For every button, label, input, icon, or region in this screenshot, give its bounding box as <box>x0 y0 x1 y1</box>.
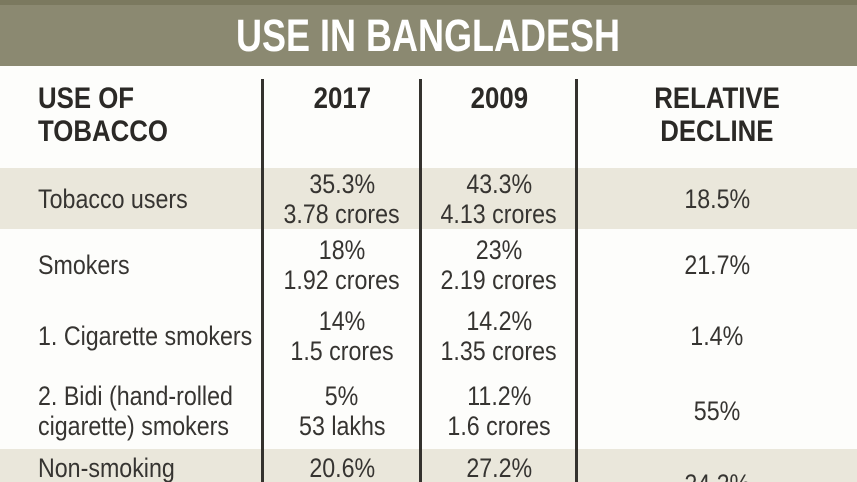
cell-relative-decline: 21.7% <box>577 229 857 300</box>
table-row-non-smoking: Non-smoking 20.6% 27.2% 24.2% <box>0 449 857 482</box>
row-label: 2. Bidi (hand-rolled <box>38 380 233 411</box>
cell-relative-decline: 18.5% <box>577 168 857 229</box>
value-absolute: 53 lakhs <box>298 410 386 441</box>
cell-2017: 18% 1.92 crores <box>263 229 421 300</box>
cell-relative-decline: 55% <box>577 372 857 449</box>
value-decline: 24.2% <box>684 469 750 482</box>
value-decline: 55% <box>693 395 741 426</box>
table-row-bidi-smokers: 2. Bidi (hand-rolled cigarette) smokers … <box>0 372 857 449</box>
value-percent: 20.6% <box>309 453 375 482</box>
row-label: Tobacco users <box>38 183 188 214</box>
cell-2017: 20.6% <box>263 449 421 482</box>
value-percent: 18% <box>318 234 366 265</box>
value-percent: 35.3% <box>309 168 375 199</box>
cell-2017: 5% 53 lakhs <box>263 372 421 449</box>
header-line: 2009 <box>470 82 528 115</box>
banner-top-strip <box>0 0 857 5</box>
cell-2009: 14.2% 1.35 crores <box>421 300 577 372</box>
row-label-cell: 2. Bidi (hand-rolled cigarette) smokers <box>0 372 263 449</box>
value-absolute: 1.6 crores <box>447 410 551 441</box>
cell-2009: 27.2% <box>421 449 577 482</box>
value-absolute: 3.78 crores <box>283 198 401 229</box>
value-percent: 11.2% <box>466 380 532 411</box>
value-percent: 14.2% <box>466 306 532 336</box>
header-use-of-tobacco: USE OF TOBACCO <box>0 66 263 168</box>
table-row-smokers: Smokers 18% 1.92 crores 23% 2.19 crores … <box>0 229 857 300</box>
cell-relative-decline: 24.2% <box>577 449 857 482</box>
cell-relative-decline: 1.4% <box>577 300 857 372</box>
header-2017: 2017 <box>263 66 421 168</box>
cell-2009: 43.3% 4.13 crores <box>421 168 577 229</box>
row-label: Non-smoking <box>38 453 175 482</box>
value-decline: 1.4% <box>690 321 744 351</box>
header-relative-decline: RELATIVE DECLINE <box>577 66 857 168</box>
table-row-cigarette-smokers: 1. Cigarette smokers 14% 1.5 crores 14.2… <box>0 300 857 372</box>
value-percent: 43.3% <box>466 168 532 199</box>
cell-2017: 35.3% 3.78 crores <box>263 168 421 229</box>
value-absolute: 1.5 crores <box>290 336 394 366</box>
value-absolute: 1.92 crores <box>283 264 401 295</box>
row-label: 1. Cigarette smokers <box>38 321 253 351</box>
header-line: TOBACCO <box>38 115 168 148</box>
header-line: 2017 <box>313 82 371 115</box>
row-label-cell: 1. Cigarette smokers <box>0 300 263 372</box>
header-line: USE OF <box>38 82 135 115</box>
title-banner: USE IN BANGLADESH <box>0 0 857 66</box>
row-label-cell: Smokers <box>0 229 263 300</box>
value-percent: 14% <box>318 306 366 336</box>
column-divider <box>261 79 264 482</box>
row-label-cell: Non-smoking <box>0 449 263 482</box>
value-absolute: 2.19 crores <box>440 264 558 295</box>
table-header-row: USE OF TOBACCO 2017 2009 RELATIVE DECLIN… <box>0 66 857 168</box>
cell-2017: 14% 1.5 crores <box>263 300 421 372</box>
row-label-cell: Tobacco users <box>0 168 263 229</box>
tobacco-table: USE OF TOBACCO 2017 2009 RELATIVE DECLIN… <box>0 66 857 482</box>
value-decline: 18.5% <box>684 183 750 214</box>
cell-2009: 23% 2.19 crores <box>421 229 577 300</box>
value-percent: 23% <box>475 234 523 265</box>
value-percent: 27.2% <box>466 453 532 482</box>
column-divider <box>419 79 422 482</box>
value-absolute: 1.35 crores <box>440 336 558 366</box>
header-line: RELATIVE <box>654 82 780 115</box>
cell-2009: 11.2% 1.6 crores <box>421 372 577 449</box>
column-divider <box>575 79 578 482</box>
value-absolute: 4.13 crores <box>440 198 558 229</box>
value-decline: 21.7% <box>684 249 750 280</box>
row-label: cigarette) smokers <box>38 410 229 441</box>
table-row-tobacco-users: Tobacco users 35.3% 3.78 crores 43.3% 4.… <box>0 168 857 229</box>
header-2009: 2009 <box>421 66 577 168</box>
row-label: Smokers <box>38 249 130 280</box>
header-line: DECLINE <box>660 115 774 148</box>
value-percent: 5% <box>325 380 359 411</box>
page-title: USE IN BANGLADESH <box>236 9 621 61</box>
